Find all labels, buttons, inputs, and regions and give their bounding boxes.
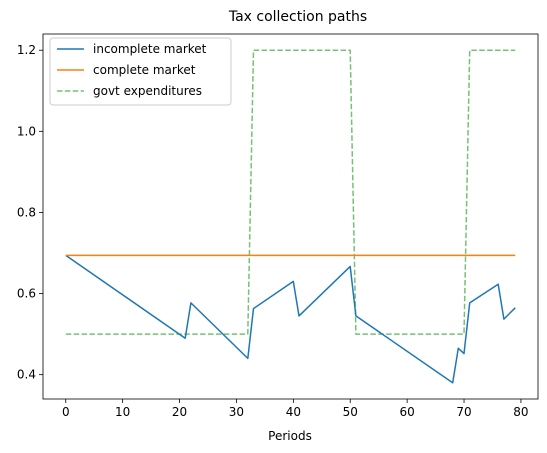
x-tick-label: 80 xyxy=(513,405,528,419)
y-tick-label: 0.8 xyxy=(17,205,36,219)
x-tick-label: 0 xyxy=(62,405,70,419)
y-tick-label: 1.2 xyxy=(17,43,36,57)
x-axis-label: Periods xyxy=(268,429,312,443)
x-tick-label: 50 xyxy=(343,405,358,419)
legend-label: incomplete market xyxy=(93,42,207,56)
x-tick-label: 30 xyxy=(229,405,244,419)
series-line-incomplete-market xyxy=(65,254,516,384)
legend-box xyxy=(49,37,232,106)
x-tick-label: 60 xyxy=(399,405,414,419)
legend-label: complete market xyxy=(93,63,196,77)
chart-title: Tax collection paths xyxy=(228,9,367,25)
x-tick-label: 70 xyxy=(456,405,471,419)
y-tick-label: 0.6 xyxy=(17,287,36,301)
legend: incomplete market complete market govt exp… xyxy=(49,37,232,106)
y-tick-label: 1.0 xyxy=(17,124,36,138)
x-tick-label: 40 xyxy=(286,405,301,419)
legend-label: govt expenditures xyxy=(93,84,202,98)
series-line-govt-expenditures xyxy=(65,49,516,335)
x-tick-label: 20 xyxy=(172,405,187,419)
x-tick-label: 10 xyxy=(115,405,130,419)
plot-area-frame xyxy=(42,33,539,400)
y-axis-ticks: 0.4 0.6 0.8 1.0 1.2 xyxy=(17,43,43,382)
x-axis-ticks: 0 10 20 30 40 50 60 70 80 xyxy=(62,399,529,419)
series-layer xyxy=(65,49,516,384)
y-tick-label: 0.4 xyxy=(17,368,36,382)
